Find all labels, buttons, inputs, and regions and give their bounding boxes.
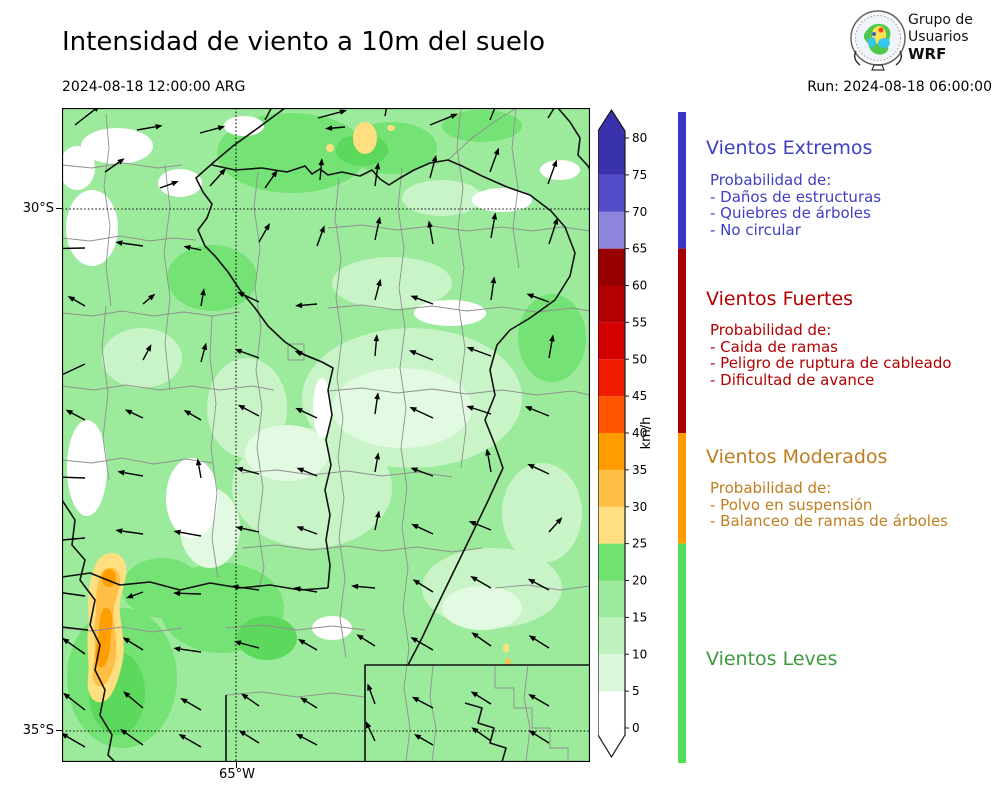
y-tick-35s: 35°S <box>22 723 54 738</box>
valid-time-label: 2024-08-18 12:00:00 ARG <box>62 79 246 95</box>
graticule <box>62 108 590 762</box>
svg-text:65: 65 <box>632 242 647 256</box>
prob-heading: Probabilidad de: <box>710 171 832 189</box>
map-frame <box>62 108 590 762</box>
effect-item: - Peligro de ruptura de cableado <box>710 354 952 372</box>
prob-heading: Probabilidad de: <box>710 479 832 497</box>
moderate-wind-maxima <box>87 122 511 703</box>
effect-item: - Daños de estructuras <box>710 187 882 206</box>
colorbar: 0 5 10 15 20 25 30 35 40 45 50 55 60 65 70 75 80 km/h <box>598 108 654 759</box>
svg-text:80: 80 <box>632 131 647 145</box>
svg-text:0: 0 <box>632 721 640 735</box>
svg-text:55: 55 <box>632 315 647 329</box>
legend-extremos-title: Vientos Extremos <box>706 137 873 159</box>
run-time-label: Run: 2024-08-18 06:00:00 <box>807 79 992 95</box>
legend-leves-title: Vientos Leves <box>706 648 838 670</box>
y-tickmark-30s <box>56 208 62 209</box>
department-borders <box>62 108 590 762</box>
colorbar-units-label: km/h <box>639 417 654 450</box>
legend-moderados-title: Vientos Moderados <box>706 446 888 468</box>
legend-fuertes-title: Vientos Fuertes <box>706 288 854 310</box>
svg-text:50: 50 <box>632 352 647 366</box>
svg-text:60: 60 <box>632 279 647 293</box>
svg-text:25: 25 <box>632 537 647 551</box>
province-borders <box>62 108 590 762</box>
x-tick-65w: 65°W <box>219 767 255 782</box>
logo-line-2: Usuarios <box>908 29 969 45</box>
svg-text:5: 5 <box>632 684 640 698</box>
effect-item: - Balanceo de ramas de árboles <box>710 512 949 530</box>
category-bar-segment <box>678 248 686 433</box>
page-title: Intensidad de viento a 10m del suelo <box>62 27 546 57</box>
logo-text: Grupo de Usuarios WRF <box>908 12 973 64</box>
svg-text:40: 40 <box>632 426 647 440</box>
category-bar-segment <box>678 543 686 763</box>
svg-text:20: 20 <box>632 574 647 588</box>
logo-line-3: WRF <box>908 45 947 63</box>
effect-item: - Quiebres de árboles <box>710 204 871 222</box>
effect-item: - Dificultad de avance <box>710 370 875 389</box>
category-bar <box>678 112 686 763</box>
svg-text:35: 35 <box>632 463 647 477</box>
svg-text:30: 30 <box>632 500 647 514</box>
wind-map <box>62 108 590 762</box>
svg-text:15: 15 <box>632 610 647 624</box>
map-shading-layer <box>62 108 590 762</box>
logo-line-1: Grupo de <box>908 12 973 28</box>
prob-heading: Probabilidad de: <box>710 321 832 339</box>
legend-fuertes-effects: Probabilidad de: - Caida de ramas - Peli… <box>710 322 952 388</box>
globe-icon <box>850 10 906 71</box>
svg-text:10: 10 <box>632 647 647 661</box>
category-bar-segment <box>678 112 686 249</box>
effect-item: - No circular <box>710 220 801 239</box>
svg-text:45: 45 <box>632 389 647 403</box>
svg-text:70: 70 <box>632 205 647 219</box>
y-tick-30s: 30°S <box>22 201 54 216</box>
effect-item: - Polvo en suspensión <box>710 495 873 514</box>
legend-moderados-effects: Probabilidad de: - Polvo en suspensión -… <box>710 480 948 530</box>
effect-item: - Caida de ramas <box>710 337 838 356</box>
legend-extremos-effects: Probabilidad de: - Daños de estructuras … <box>710 172 881 238</box>
svg-text:75: 75 <box>632 168 647 182</box>
x-tickmark-65w <box>236 762 237 768</box>
category-bar-segment <box>678 433 686 544</box>
y-tickmark-35s <box>56 730 62 731</box>
